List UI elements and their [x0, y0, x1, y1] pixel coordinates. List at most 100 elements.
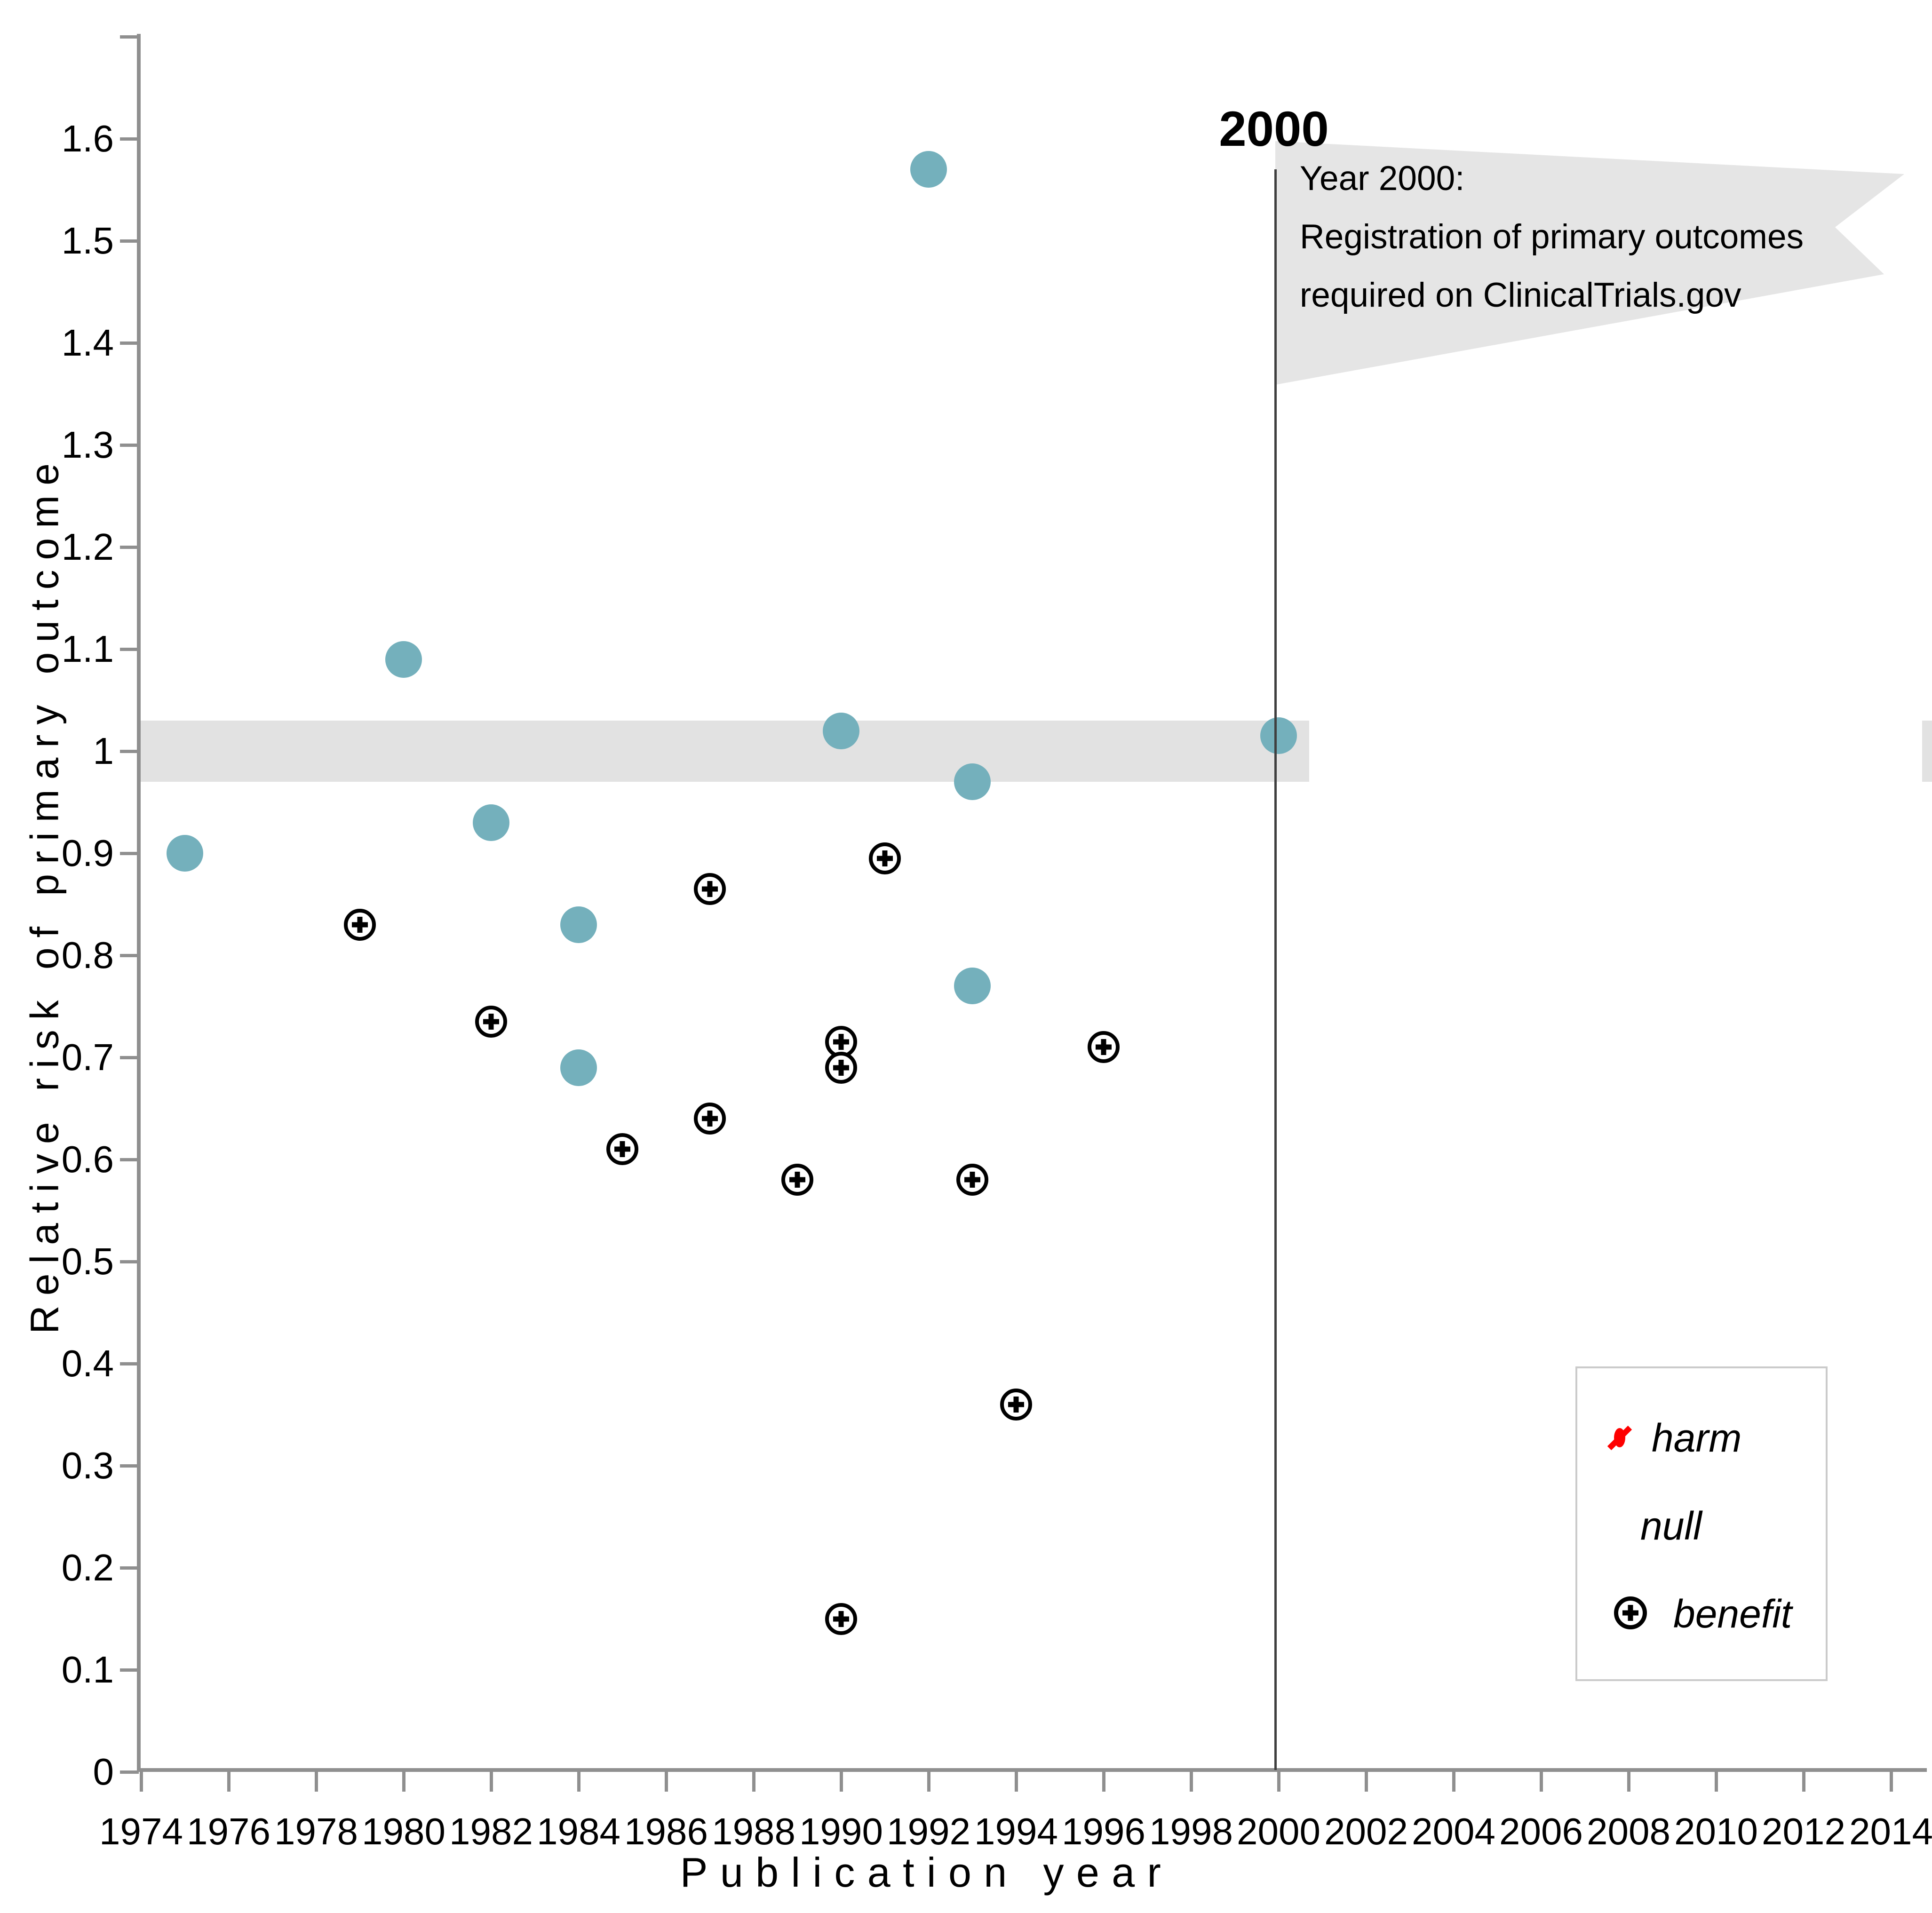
y-tick-1.7 [120, 35, 139, 39]
x-tick-label: 1974 [99, 1810, 183, 1852]
x-tick-2002 [1364, 1770, 1368, 1792]
y-axis-title: Relative risk of primary outcome [22, 453, 67, 1334]
y-tick-label: 0 [93, 1751, 114, 1793]
year-2000-annotation: Year 2000: Registration of primary outco… [1300, 150, 1804, 325]
y-tick-label: 0.3 [61, 1445, 114, 1486]
legend-label-benefit: benefit [1673, 1591, 1792, 1636]
x-tick-label: 1976 [187, 1810, 270, 1852]
rr-band-right-edge-stub [1922, 720, 1932, 782]
x-tick-label: 1984 [537, 1810, 620, 1852]
benefit-point-1990-0.15 [825, 1603, 857, 1635]
y-tick-0 [120, 1770, 139, 1774]
legend-item-null: null [1577, 1502, 1826, 1549]
benefit-point-1987-0.865 [694, 873, 726, 905]
y-axis-line [137, 34, 141, 1772]
y-tick-label: 0.6 [61, 1138, 114, 1180]
x-tick-1976 [227, 1770, 231, 1792]
legend-box: harm null benefit [1575, 1366, 1828, 1681]
year-2000-flag [1275, 141, 1904, 385]
benefit-point-1991-0.895 [869, 842, 901, 874]
x-tick-1986 [664, 1770, 668, 1792]
benefit-point-1979-0.83 [344, 908, 376, 941]
null-point-1992-1.57 [910, 151, 947, 188]
x-tick-label: 1998 [1149, 1810, 1233, 1852]
null-point-1975-0.9 [167, 835, 203, 872]
x-tick-2012 [1802, 1770, 1805, 1792]
x-tick-1992 [927, 1770, 930, 1792]
null-point-1984-0.83 [560, 906, 597, 943]
x-tick-1982 [489, 1770, 493, 1792]
x-tick-label: 1978 [274, 1810, 358, 1852]
x-tick-1990 [839, 1770, 843, 1792]
y-tick-1.5 [120, 239, 139, 243]
y-tick-1 [120, 749, 139, 753]
y-tick-1.4 [120, 341, 139, 345]
x-tick-2006 [1539, 1770, 1543, 1792]
x-tick-label: 1992 [887, 1810, 970, 1852]
x-tick-2014 [1889, 1770, 1893, 1792]
y-tick-label: 0.7 [61, 1036, 114, 1078]
x-tick-1994 [1014, 1770, 1018, 1792]
annotation-line-2: Registration of primary outcomes [1300, 218, 1804, 256]
y-tick-label: 1.2 [61, 526, 114, 568]
x-tick-1984 [577, 1770, 580, 1792]
x-tick-label: 2012 [1762, 1810, 1845, 1852]
benefit-point-1989-0.58 [781, 1164, 813, 1196]
y-tick-label: 0.1 [61, 1649, 114, 1691]
null-point-2000-1.015 [1260, 717, 1297, 754]
y-tick-0.9 [120, 851, 139, 855]
x-tick-2010 [1714, 1770, 1718, 1792]
null-point-1993-0.97 [954, 763, 991, 801]
y-tick-0.8 [120, 953, 139, 957]
x-tick-2000 [1277, 1770, 1280, 1792]
year-2000-label: 2000 [1219, 102, 1329, 157]
y-tick-label: 0.2 [61, 1547, 114, 1588]
null-point-1990-1.02 [823, 712, 859, 749]
x-tick-1996 [1102, 1770, 1105, 1792]
benefit-point-1993-0.58 [956, 1164, 988, 1196]
benefit-point-1996-0.71 [1088, 1031, 1120, 1064]
y-tick-label: 0.4 [61, 1342, 114, 1384]
x-tick-1998 [1189, 1770, 1193, 1792]
x-tick-label: 2000 [1237, 1810, 1320, 1852]
rr-equals-1-reference-band [139, 720, 1310, 782]
x-tick-label: 1990 [799, 1810, 883, 1852]
null-point-1980-1.09 [385, 641, 422, 678]
y-tick-label: 1.5 [61, 220, 114, 262]
annotation-line-1: Year 2000: [1300, 159, 1465, 198]
x-tick-2004 [1452, 1770, 1455, 1792]
x-tick-label: 1994 [974, 1810, 1058, 1852]
year-2000-vertical-line [1274, 169, 1277, 1770]
x-tick-label: 2006 [1499, 1810, 1583, 1852]
benefit-point-1985-0.61 [606, 1133, 638, 1166]
x-tick-1974 [139, 1770, 143, 1792]
y-tick-label: 0.9 [61, 832, 114, 874]
legend-label-null: null [1640, 1503, 1702, 1548]
y-tick-label: 1.6 [61, 118, 114, 159]
null-point-1982-0.93 [473, 804, 509, 841]
legend-item-harm: harm [1577, 1414, 1826, 1461]
benefit-point-1982-0.735 [475, 1006, 507, 1038]
y-tick-1.2 [120, 545, 139, 549]
x-axis-line [137, 1768, 1927, 1772]
x-tick-label: 1996 [1062, 1810, 1145, 1852]
x-tick-label: 2008 [1587, 1810, 1670, 1852]
harm-prohibition-icon [1607, 1425, 1632, 1451]
benefit-point-1987-0.64 [694, 1103, 726, 1135]
y-tick-0.7 [120, 1056, 139, 1059]
x-tick-1988 [752, 1770, 755, 1792]
y-tick-0.6 [120, 1158, 139, 1161]
x-tick-label: 2010 [1674, 1810, 1758, 1852]
null-point-1993-0.77 [954, 968, 991, 1005]
x-tick-label: 2002 [1324, 1810, 1408, 1852]
x-tick-label: 1982 [449, 1810, 533, 1852]
x-axis-title: Publication year [680, 1849, 1174, 1896]
benefit-point-1994-0.36 [1000, 1388, 1032, 1421]
x-tick-label: 2004 [1412, 1810, 1495, 1852]
y-tick-label: 1.1 [61, 628, 114, 670]
x-tick-label: 1988 [712, 1810, 795, 1852]
y-tick-label: 1.4 [61, 322, 114, 364]
y-tick-1.3 [120, 443, 139, 447]
annotation-line-3: required on ClinicalTrials.gov [1300, 276, 1741, 314]
